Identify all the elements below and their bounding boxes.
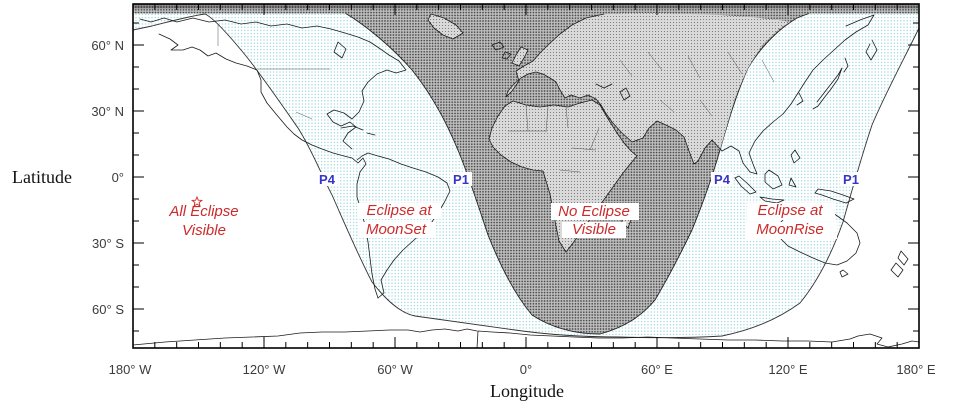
- lat-tick-30s: 30° S: [92, 236, 124, 251]
- lat-tick-60s: 60° S: [92, 302, 124, 317]
- label-box: [747, 203, 835, 220]
- label-box: [316, 172, 338, 186]
- region-label-none-line2: Visible: [572, 221, 616, 238]
- region-label-all-visible-line1: All Eclipse: [168, 203, 238, 220]
- contact-label-p1-east: P1: [843, 172, 859, 187]
- region-label-moonrise-line1: Eclipse at: [757, 202, 823, 219]
- lat-tick-30n: 30° N: [91, 104, 124, 119]
- map-frame: [132, 3, 920, 349]
- region-label-moonset-line1: Eclipse at: [366, 202, 432, 219]
- lon-tick-180w: 180° W: [109, 362, 153, 377]
- star-marker: [191, 195, 203, 208]
- label-box: [840, 172, 862, 186]
- y-axis-title: Latitude: [12, 167, 72, 187]
- label-box: [562, 222, 626, 238]
- lon-tick-60w: 60° W: [377, 362, 413, 377]
- label-boxes: [316, 172, 862, 239]
- region-label-none-line1: No Eclipse: [558, 203, 630, 220]
- lon-tick-180e: 180° E: [896, 362, 936, 377]
- lon-tick-120w: 120° W: [243, 362, 287, 377]
- lon-tick-0: 0°: [520, 362, 532, 377]
- x-axis-title: Longitude: [490, 381, 564, 401]
- region-label-moonset-line2: MoonSet: [366, 221, 427, 238]
- contact-label-p4-east: P4: [714, 172, 731, 187]
- label-box: [357, 203, 441, 219]
- label-box: [745, 222, 837, 239]
- lat-tick-60n: 60° N: [91, 38, 124, 53]
- label-box: [450, 172, 472, 186]
- lon-tick-60e: 60° E: [641, 362, 673, 377]
- contact-label-p1-west: P1: [453, 172, 469, 187]
- region-label-all-visible-line2: Visible: [182, 222, 226, 239]
- lon-tick-120e: 120° E: [768, 362, 808, 377]
- borders: [217, 25, 775, 173]
- label-box: [711, 172, 733, 186]
- contact-label-p4-west: P4: [319, 172, 336, 187]
- lat-tick-0: 0°: [112, 170, 124, 185]
- label-box: [358, 222, 436, 238]
- label-box: [551, 203, 639, 220]
- region-label-moonrise-line2: MoonRise: [756, 221, 824, 238]
- coastlines: [132, 13, 920, 349]
